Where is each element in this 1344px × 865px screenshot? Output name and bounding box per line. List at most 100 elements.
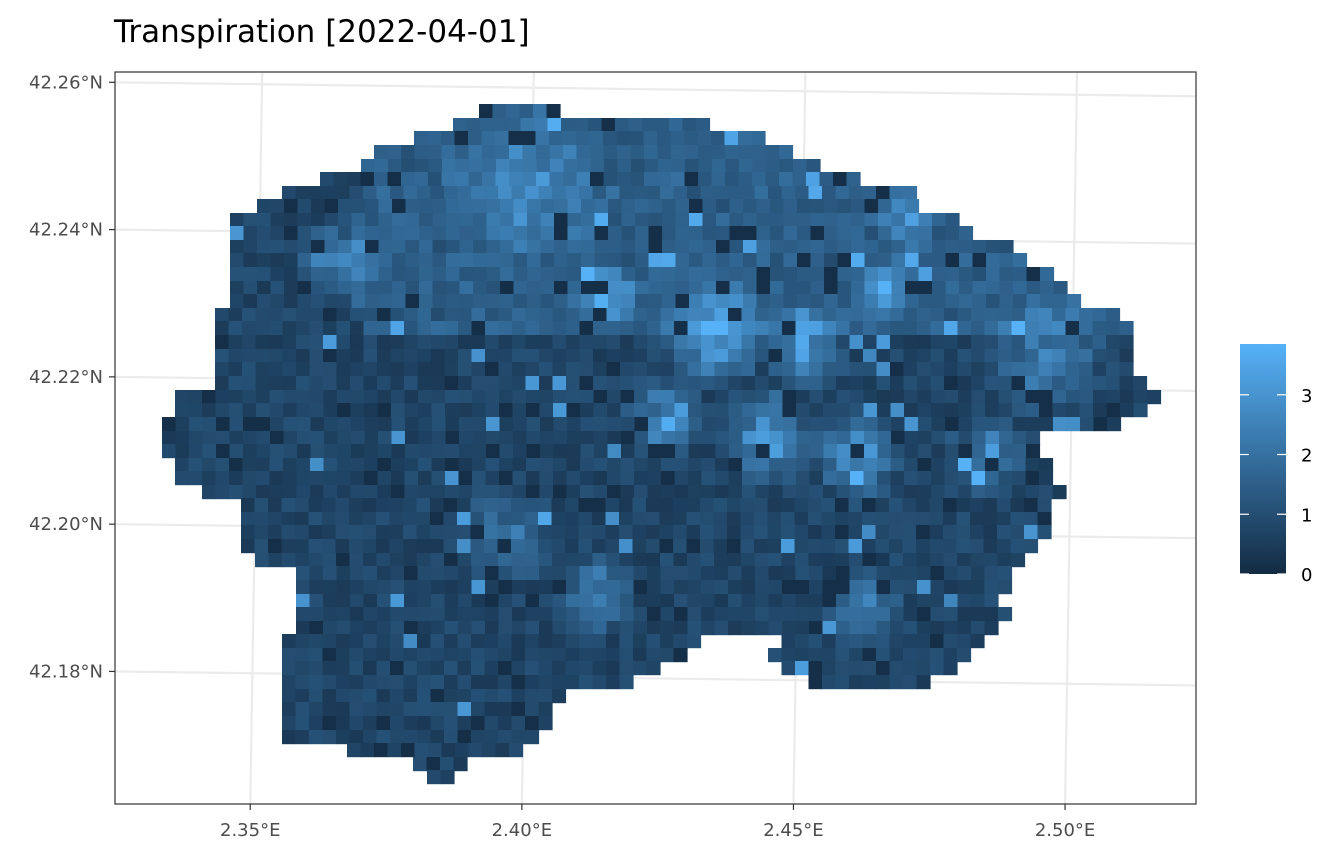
raster-cell <box>615 118 630 133</box>
raster-cell <box>471 634 486 649</box>
raster-cell <box>944 566 959 581</box>
raster-cell <box>822 376 837 391</box>
raster-cell <box>1106 403 1121 418</box>
raster-cell <box>944 308 959 323</box>
raster-cell <box>519 104 534 119</box>
raster-cell <box>444 716 459 731</box>
raster-cell <box>768 594 783 609</box>
raster-cell <box>674 607 689 622</box>
raster-cell <box>768 349 783 364</box>
raster-cell <box>241 498 256 513</box>
raster-cell <box>945 294 960 309</box>
raster-cell <box>822 321 837 336</box>
raster-cell <box>565 553 580 568</box>
raster-cell <box>810 431 825 446</box>
raster-cell <box>876 594 891 609</box>
raster-cell <box>782 471 797 486</box>
raster-cell <box>808 498 823 513</box>
raster-cell <box>553 471 568 486</box>
raster-cell <box>432 444 447 459</box>
raster-cell <box>547 118 562 133</box>
raster-cell <box>442 159 457 174</box>
raster-cell <box>335 498 350 513</box>
raster-cell <box>824 240 839 255</box>
raster-cell <box>917 607 932 622</box>
raster-cell <box>904 390 919 405</box>
raster-cell <box>430 186 445 201</box>
raster-cell <box>566 458 581 473</box>
raster-cell <box>822 580 837 595</box>
raster-cell <box>202 444 217 459</box>
raster-cell <box>457 716 472 731</box>
raster-cell <box>485 485 500 500</box>
raster-cell <box>634 390 649 405</box>
raster-cell <box>296 349 311 364</box>
raster-cell <box>944 607 959 622</box>
raster-cell <box>499 390 514 405</box>
raster-cell <box>296 607 311 622</box>
raster-cell <box>471 186 486 201</box>
raster-cell <box>1038 349 1053 364</box>
raster-cell <box>296 621 311 636</box>
raster-cell <box>701 362 716 377</box>
raster-cell <box>781 512 796 527</box>
raster-cell <box>540 431 555 446</box>
raster-cell <box>593 458 608 473</box>
raster-cell <box>540 213 555 228</box>
raster-cell <box>297 281 312 296</box>
raster-cell <box>675 253 690 268</box>
raster-cell <box>296 580 311 595</box>
raster-cell <box>459 226 474 241</box>
raster-cell <box>998 566 1013 581</box>
raster-cell <box>890 308 905 323</box>
raster-cell <box>324 444 339 459</box>
raster-cell <box>309 702 324 717</box>
raster-cell <box>795 566 810 581</box>
raster-cell <box>1026 431 1041 446</box>
raster-cell <box>566 607 581 622</box>
raster-cell <box>729 267 744 282</box>
raster-cell <box>810 226 825 241</box>
raster-cell <box>592 661 607 676</box>
raster-cell <box>338 199 353 214</box>
raster-cell <box>322 634 337 649</box>
raster-cell <box>957 566 972 581</box>
raster-cell <box>617 172 632 187</box>
raster-cell <box>605 539 620 554</box>
raster-cell <box>1079 335 1094 350</box>
raster-cell <box>607 471 622 486</box>
raster-cell <box>822 621 837 636</box>
raster-cell <box>782 580 797 595</box>
raster-cell <box>876 308 891 323</box>
raster-cell <box>972 267 987 282</box>
raster-cell <box>459 199 474 214</box>
raster-cell <box>1025 308 1040 323</box>
raster-cell <box>783 294 798 309</box>
raster-cell <box>713 512 728 527</box>
raster-cell <box>552 648 567 663</box>
raster-cell <box>512 390 527 405</box>
raster-cell <box>891 281 906 296</box>
raster-cell <box>432 294 447 309</box>
raster-cell <box>1093 403 1108 418</box>
raster-cell <box>1011 553 1026 568</box>
raster-cell <box>365 226 380 241</box>
raster-cell <box>727 498 742 513</box>
raster-cell <box>243 294 258 309</box>
raster-cell <box>403 661 418 676</box>
raster-cell <box>849 335 864 350</box>
raster-cell <box>794 525 809 540</box>
raster-cell <box>458 580 473 595</box>
raster-cell <box>540 294 555 309</box>
raster-cell <box>499 471 514 486</box>
raster-cell <box>1039 458 1054 473</box>
raster-cell <box>755 607 770 622</box>
raster-cell <box>770 213 785 228</box>
raster-cell <box>728 471 743 486</box>
raster-cell <box>486 417 501 432</box>
raster-cell <box>701 566 716 581</box>
raster-cell <box>929 512 944 527</box>
raster-cell <box>797 226 812 241</box>
raster-cell <box>512 580 527 595</box>
raster-cell <box>351 417 366 432</box>
